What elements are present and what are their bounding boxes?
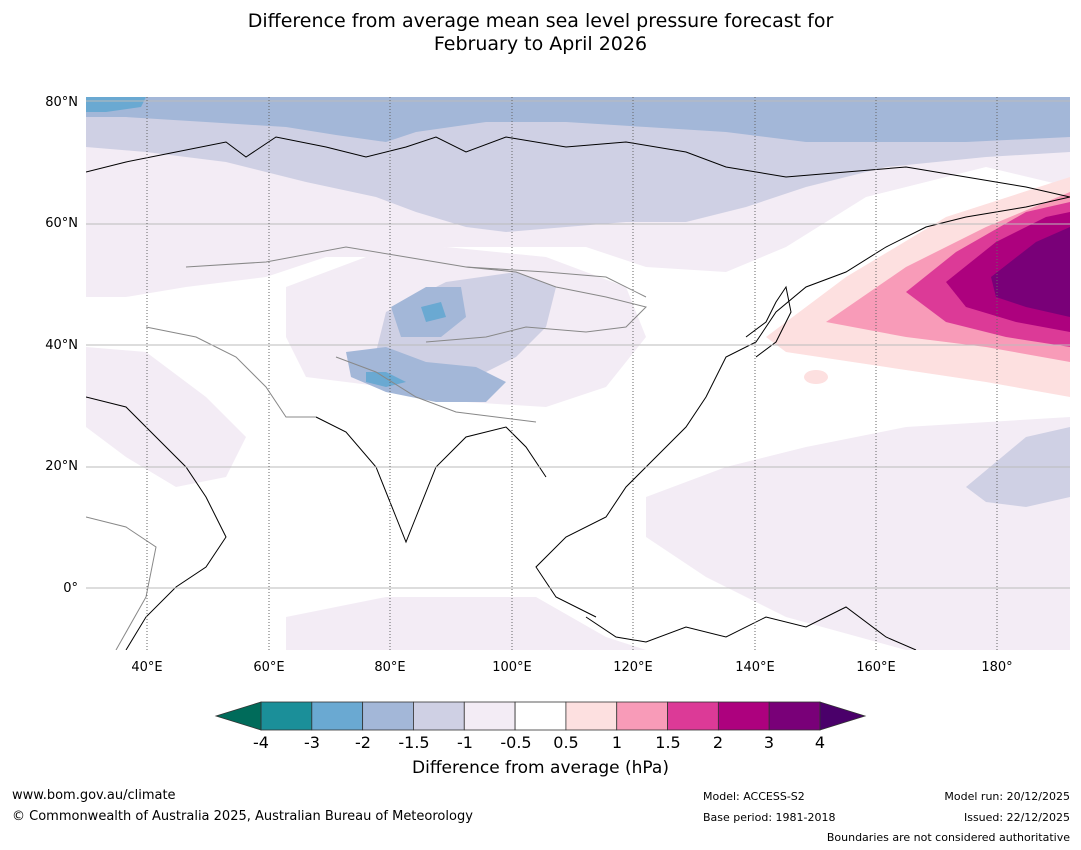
colorbar-tick: 0.5 bbox=[553, 733, 579, 752]
coast-east-asia bbox=[535, 196, 1070, 618]
colorbar-label: Difference from average (hPa) bbox=[412, 758, 669, 778]
lat-label-80n: 80°N bbox=[45, 95, 78, 110]
colorbar-segment bbox=[260, 701, 313, 731]
coast-japan bbox=[745, 285, 792, 358]
colorbar-segment bbox=[463, 701, 516, 731]
lat-label-20n: 20°N bbox=[45, 459, 78, 474]
map-canvas bbox=[86, 97, 1070, 650]
colorbar-tick: -1 bbox=[457, 733, 473, 752]
lon-label-100e: 100°E bbox=[492, 660, 532, 675]
anomaly-spot-pacific bbox=[804, 370, 828, 384]
anomaly-shading bbox=[86, 97, 1070, 650]
colorbar-segment bbox=[514, 701, 567, 731]
model-run-date: Model run: 20/12/2025 bbox=[944, 790, 1070, 803]
chart-title: Difference from average mean sea level p… bbox=[0, 10, 1081, 56]
lon-label-180: 180° bbox=[981, 660, 1013, 675]
lat-label-60n: 60°N bbox=[45, 216, 78, 231]
website-link[interactable]: www.bom.gov.au/climate bbox=[12, 788, 176, 803]
colorbar-tick: 1.5 bbox=[655, 733, 681, 752]
copyright-text: © Commonwealth of Australia 2025, Austra… bbox=[12, 809, 473, 824]
colorbar bbox=[214, 701, 867, 731]
colorbar-segment bbox=[413, 701, 465, 731]
colorbar-extend-high bbox=[819, 701, 867, 731]
colorbar-segment bbox=[362, 701, 414, 731]
colorbar-segment bbox=[667, 701, 719, 731]
border-himalaya bbox=[335, 356, 537, 423]
coast-arabia bbox=[86, 396, 227, 650]
anomaly-area-indian-ocean bbox=[286, 597, 646, 650]
lon-label-80e: 80°E bbox=[374, 660, 406, 675]
base-period: Base period: 1981-2018 bbox=[703, 811, 836, 824]
boundaries-disclaimer: Boundaries are not considered authoritat… bbox=[826, 831, 1070, 844]
colorbar-tick: -3 bbox=[304, 733, 320, 752]
title-line-2: February to April 2026 bbox=[433, 33, 648, 55]
colorbar-tick: 3 bbox=[763, 733, 775, 752]
model-name: Model: ACCESS-S2 bbox=[703, 790, 805, 803]
colorbar-segments bbox=[214, 701, 867, 731]
colorbar-segment bbox=[717, 701, 770, 731]
colorbar-tick: -2 bbox=[355, 733, 371, 752]
country-boundaries bbox=[86, 246, 647, 650]
lat-label-0: 0° bbox=[63, 581, 78, 596]
coast-maritime bbox=[585, 606, 917, 650]
colorbar-segment bbox=[565, 701, 618, 731]
colorbar-tick: -4 bbox=[253, 733, 269, 752]
lon-label-160e: 160°E bbox=[856, 660, 896, 675]
colorbar-tick: -0.5 bbox=[500, 733, 532, 752]
graticule bbox=[86, 97, 1070, 650]
border-middle-east bbox=[145, 326, 316, 418]
lon-label-40e: 40°E bbox=[131, 660, 163, 675]
anomaly-area-minus-1-5-north bbox=[86, 97, 1070, 142]
colorbar-tick: 4 bbox=[814, 733, 826, 752]
colorbar-tick: 1 bbox=[611, 733, 623, 752]
border-china-mongolia bbox=[425, 266, 647, 343]
lon-label-120e: 120°E bbox=[613, 660, 653, 675]
anomaly-area-tropical-pacific bbox=[646, 417, 1070, 650]
coast-india bbox=[315, 416, 547, 544]
lon-label-140e: 140°E bbox=[735, 660, 775, 675]
colorbar-tick: -1.5 bbox=[398, 733, 430, 752]
border-africa bbox=[86, 516, 157, 650]
pressure-anomaly-map bbox=[86, 97, 1070, 650]
border-central-asia bbox=[185, 246, 647, 298]
colorbar-segment bbox=[768, 701, 821, 731]
lon-label-60e: 60°E bbox=[253, 660, 285, 675]
anomaly-area-arabia bbox=[86, 347, 246, 487]
anomaly-area-tarim-core bbox=[421, 302, 446, 322]
title-line-1: Difference from average mean sea level p… bbox=[247, 10, 834, 32]
issued-date: Issued: 22/12/2025 bbox=[963, 811, 1070, 824]
colorbar-segment bbox=[616, 701, 668, 731]
colorbar-segment bbox=[311, 701, 364, 731]
colorbar-extend-low bbox=[214, 701, 262, 731]
anomaly-area-tibet-core bbox=[366, 372, 406, 387]
anomaly-area-plus-3 bbox=[991, 227, 1070, 317]
colorbar-tick: 2 bbox=[712, 733, 724, 752]
anomaly-area-tibet bbox=[346, 347, 506, 402]
lat-label-40n: 40°N bbox=[45, 338, 78, 353]
